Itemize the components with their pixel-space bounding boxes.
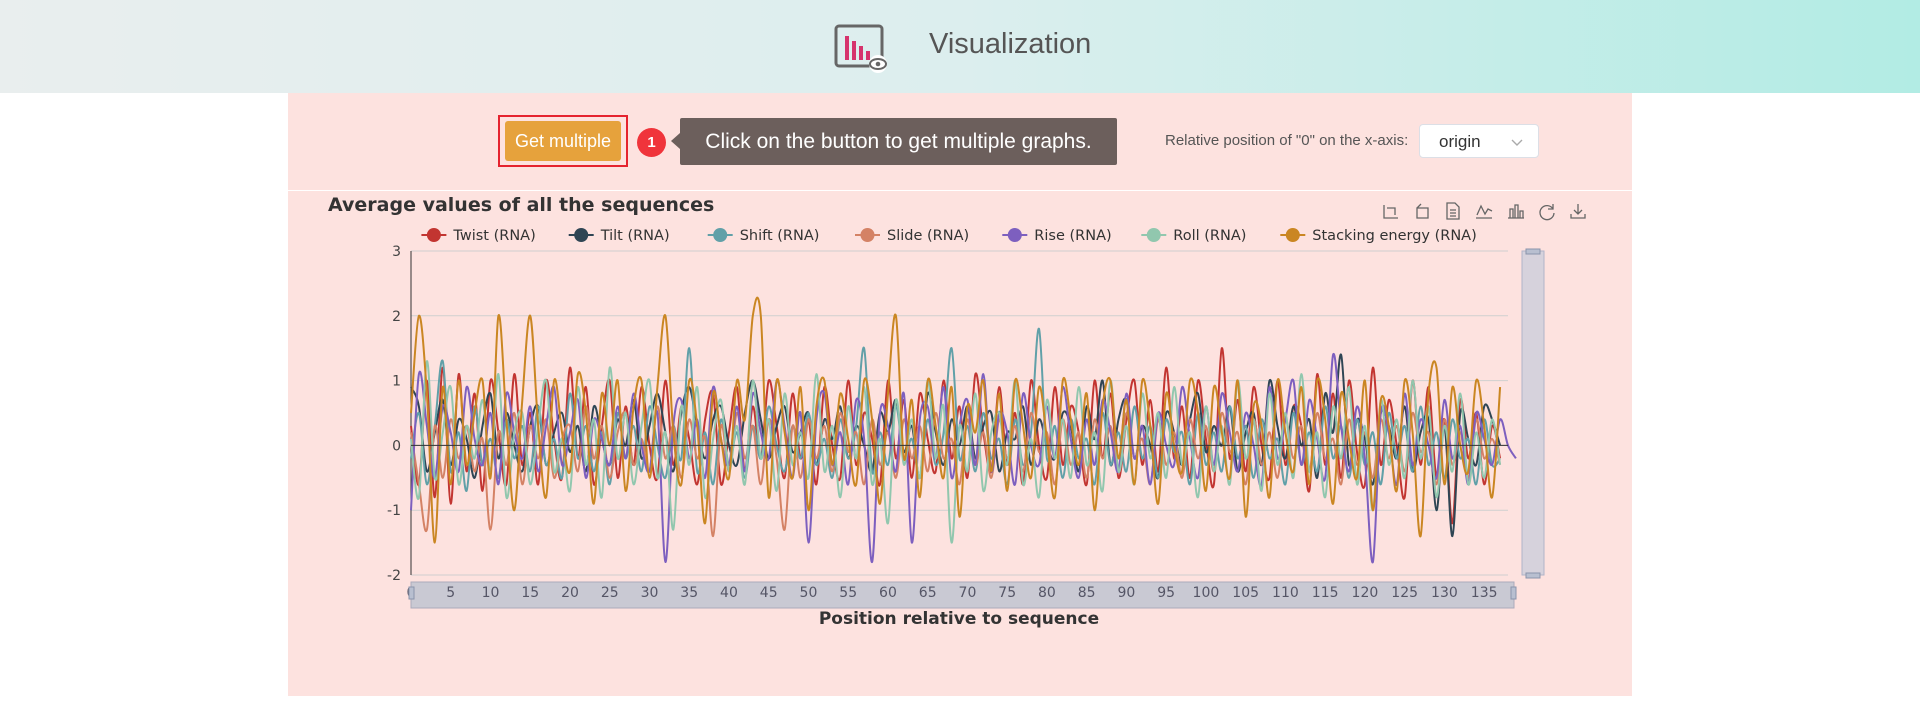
legend-item[interactable]: Tilt (RNA) [568, 228, 670, 244]
step-badge: 1 [637, 128, 666, 157]
x-tick-label: 45 [760, 585, 778, 601]
x-tick-label: 120 [1352, 585, 1379, 601]
download-icon[interactable] [1568, 201, 1588, 221]
legend-item[interactable]: Twist (RNA) [421, 228, 536, 244]
legend-marker [1007, 228, 1022, 242]
series-lines [410, 296, 1517, 564]
x-tick-label: 15 [521, 585, 539, 601]
y-tick-label: 1 [392, 374, 401, 390]
bar-chart-icon[interactable] [1506, 201, 1526, 221]
x-tick-label: 80 [1038, 585, 1056, 601]
slider-handle[interactable] [1525, 248, 1541, 255]
xaxis-zero-select[interactable]: origin [1419, 124, 1539, 158]
y-tick-label: 0 [392, 438, 401, 454]
tooltip-hint: Click on the button to get multiple grap… [671, 118, 1117, 165]
y-axis: 3 2 1 0 -1 -2 [387, 244, 412, 584]
series-line [410, 296, 1502, 544]
x-axis-label: Position relative to sequence [819, 609, 1099, 629]
get-multiple-button[interactable]: Get multiple [505, 121, 621, 161]
y-tick-label: -2 [387, 568, 401, 584]
line-chart-icon[interactable] [1474, 201, 1494, 221]
x-tick-label: 135 [1471, 585, 1498, 601]
chevron-down-icon [1511, 139, 1523, 146]
legend-label: Slide (RNA) [887, 228, 969, 244]
data-view-icon[interactable] [1443, 201, 1463, 221]
legend-item[interactable]: Shift (RNA) [707, 228, 820, 244]
x-tick-label: 60 [879, 585, 897, 601]
legend-marker [713, 228, 728, 242]
x-datazoom-slider[interactable]: 0510152025303540455055606570758085909510… [407, 581, 1517, 609]
xaxis-zero-label: Relative position of "0" on the x-axis: [1165, 132, 1409, 149]
x-tick-label: 65 [919, 585, 937, 601]
series-line [410, 360, 1502, 544]
x-tick-label: 40 [720, 585, 738, 601]
visualization-panel: Get multiple 1 Click on the button to ge… [288, 93, 1632, 696]
x-tick-label: 25 [601, 585, 619, 601]
x-tick-label: 20 [561, 585, 579, 601]
y-tick-label: 3 [392, 244, 401, 260]
restore-icon[interactable] [1537, 201, 1557, 221]
x-tick-label: 130 [1431, 585, 1458, 601]
slider-track[interactable] [410, 581, 1515, 609]
legend-marker [860, 228, 875, 242]
legend-label: Stacking energy (RNA) [1312, 228, 1476, 244]
zoom-select-icon[interactable] [1381, 201, 1401, 221]
select-value: origin [1439, 132, 1481, 151]
x-tick-label: 105 [1232, 585, 1259, 601]
page-title: Visualization [929, 28, 1092, 60]
chart-legend: Twist (RNA) Tilt (RNA) Shift (RNA) Slide (R… [421, 228, 1477, 244]
highlight-frame: Get multiple [498, 115, 628, 167]
legend-marker [1285, 228, 1300, 242]
y-datazoom-slider[interactable] [1521, 248, 1545, 579]
x-tick-label: 90 [1118, 585, 1136, 601]
x-tick-label: 55 [839, 585, 857, 601]
slider-handle[interactable] [408, 586, 415, 600]
x-tick-label: 50 [800, 585, 818, 601]
slider-handle[interactable] [1525, 572, 1541, 579]
legend-label: Twist (RNA) [452, 228, 535, 244]
slider-handle[interactable] [1510, 586, 1517, 600]
x-tick-label: 30 [641, 585, 659, 601]
x-tick-label: 115 [1312, 585, 1339, 601]
x-tick-label: 95 [1157, 585, 1175, 601]
x-tick-label: 10 [482, 585, 500, 601]
zoom-reset-icon[interactable] [1413, 201, 1433, 221]
legend-marker [574, 228, 589, 242]
chart-monitor-eye-icon [834, 24, 887, 73]
legend-marker [1146, 228, 1161, 242]
chart-title: Average values of all the sequences [328, 194, 715, 216]
legend-label: Tilt (RNA) [600, 228, 670, 244]
legend-marker [426, 228, 441, 242]
x-tick-label: 125 [1391, 585, 1418, 601]
y-tick-label: 2 [392, 309, 401, 325]
slider-track[interactable] [1521, 250, 1545, 576]
x-tick-label: 70 [959, 585, 977, 601]
legend-item[interactable]: Rise (RNA) [1002, 228, 1112, 244]
legend-item[interactable]: Slide (RNA) [855, 228, 969, 244]
control-row: Get multiple 1 Click on the button to ge… [288, 93, 1632, 191]
y-tick-label: -1 [387, 503, 401, 519]
line-chart: Twist (RNA) Tilt (RNA) Shift (RNA) Slide (R… [387, 201, 1588, 629]
x-tick-label: 110 [1272, 585, 1299, 601]
legend-label: Roll (RNA) [1173, 228, 1246, 244]
x-tick-label: 85 [1078, 585, 1096, 601]
x-tick-label: 5 [446, 585, 455, 601]
legend-item[interactable]: Roll (RNA) [1141, 228, 1246, 244]
legend-label: Rise (RNA) [1034, 228, 1111, 244]
legend-label: Shift (RNA) [740, 228, 820, 244]
header-bar: Visualization [0, 0, 1920, 93]
legend-item[interactable]: Stacking energy (RNA) [1280, 228, 1477, 244]
x-tick-label: 75 [998, 585, 1016, 601]
x-tick-label: 100 [1193, 585, 1220, 601]
x-tick-label: 35 [680, 585, 698, 601]
chart-toolbox [1381, 201, 1588, 221]
